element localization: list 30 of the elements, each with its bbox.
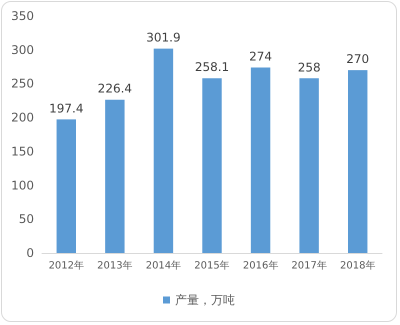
x-tick-label: 2018年 bbox=[340, 260, 376, 272]
data-label: 301.9 bbox=[146, 30, 181, 45]
y-tick-label: 200 bbox=[11, 110, 34, 125]
y-tick-label: 100 bbox=[11, 178, 34, 192]
bar bbox=[105, 100, 125, 253]
x-tick-label: 2016年 bbox=[242, 260, 278, 272]
data-label: 197.4 bbox=[49, 101, 84, 116]
x-tick-label: 2015年 bbox=[194, 260, 230, 272]
data-label: 270 bbox=[346, 52, 370, 66]
data-label: 258.1 bbox=[194, 60, 230, 74]
y-tick-label: 0 bbox=[26, 246, 34, 260]
bar bbox=[348, 70, 368, 253]
y-tick-label: 150 bbox=[11, 144, 34, 158]
data-label: 274 bbox=[249, 49, 272, 64]
data-label: 226.4 bbox=[98, 82, 132, 96]
bar bbox=[202, 78, 222, 253]
y-tick-label: 50 bbox=[18, 212, 34, 226]
x-tick-label: 2014年 bbox=[146, 260, 182, 272]
y-tick-label: 350 bbox=[11, 9, 34, 23]
x-tick-label: 2017年 bbox=[291, 260, 327, 272]
bar bbox=[250, 67, 270, 253]
x-tick-label: 2012年 bbox=[48, 260, 84, 272]
bar bbox=[154, 48, 174, 253]
data-label: 258 bbox=[298, 60, 321, 74]
legend-label: 产量，万吨 bbox=[175, 293, 235, 307]
bar bbox=[56, 119, 76, 253]
y-tick-label: 300 bbox=[11, 42, 34, 57]
bar bbox=[299, 78, 319, 253]
y-tick-label: 250 bbox=[11, 76, 34, 91]
x-tick-label: 2013年 bbox=[97, 260, 133, 272]
